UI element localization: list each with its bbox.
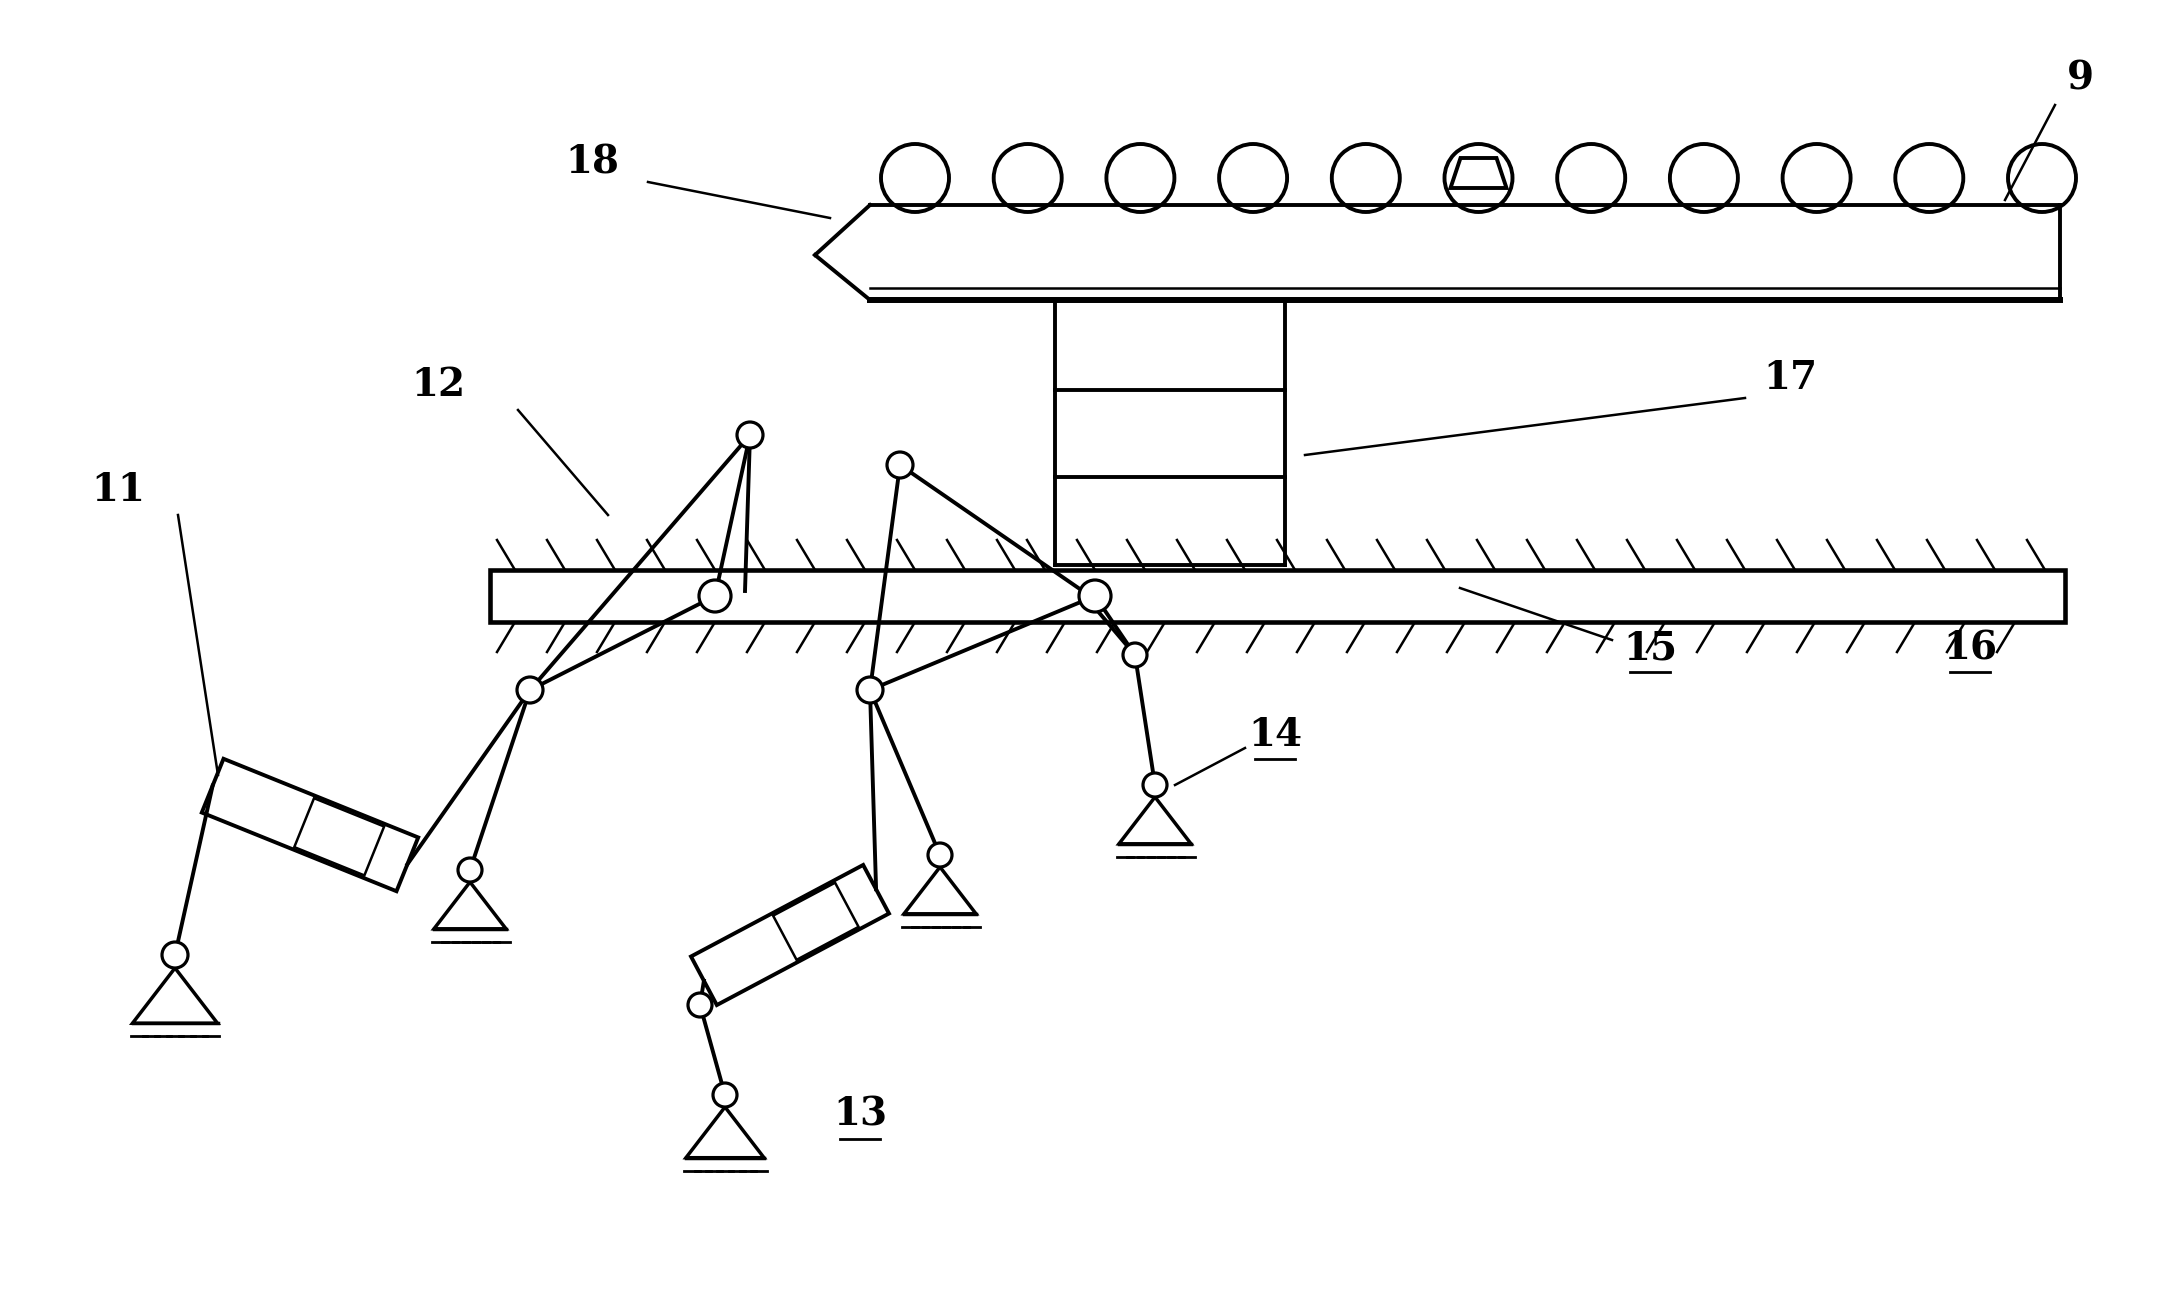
Polygon shape	[690, 865, 888, 1005]
Circle shape	[858, 678, 884, 703]
Text: 18: 18	[566, 144, 618, 181]
Circle shape	[699, 581, 731, 612]
Text: 16: 16	[1942, 628, 1996, 667]
Polygon shape	[202, 759, 418, 891]
Circle shape	[161, 943, 187, 968]
Text: 13: 13	[834, 1096, 886, 1134]
Circle shape	[714, 1084, 738, 1107]
Text: 11: 11	[91, 471, 146, 509]
Text: 17: 17	[1763, 359, 1818, 397]
Polygon shape	[294, 798, 383, 875]
Circle shape	[927, 843, 951, 868]
Circle shape	[688, 993, 712, 1018]
Circle shape	[1143, 773, 1167, 796]
Circle shape	[886, 453, 912, 478]
Circle shape	[1123, 643, 1147, 667]
Text: 14: 14	[1247, 716, 1302, 754]
Text: 12: 12	[411, 366, 466, 403]
Circle shape	[457, 859, 481, 882]
Circle shape	[1080, 581, 1110, 612]
Circle shape	[738, 422, 762, 447]
Text: 15: 15	[1622, 628, 1676, 667]
Circle shape	[516, 678, 542, 703]
Text: 9: 9	[2066, 59, 2094, 97]
Polygon shape	[773, 883, 858, 959]
Bar	[490, 570, 2066, 622]
